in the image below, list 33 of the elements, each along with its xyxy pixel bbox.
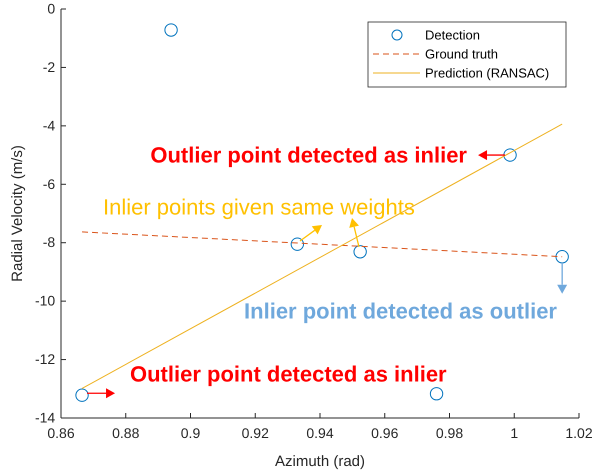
x-tick-label: 1.02 [565, 424, 593, 441]
legend-label: Prediction (RANSAC) [425, 66, 550, 81]
point [290, 238, 304, 251]
point [75, 388, 89, 402]
y-axis-title: Radial Velocity (m/s) [9, 145, 26, 282]
x-tick-label: 0.88 [112, 424, 140, 441]
point [430, 387, 444, 400]
x-tick-label: 0.98 [436, 424, 464, 441]
point [503, 148, 517, 162]
legend-label: Detection [425, 28, 480, 43]
y-tick-label: -10 [34, 292, 56, 309]
x-tick-label: 0.86 [47, 424, 75, 441]
point [164, 23, 178, 37]
y-tick-label: 0 [47, 0, 56, 16]
y-tick-label: -2 [42, 58, 56, 75]
y-tick-label: -6 [42, 176, 56, 192]
x-tick-label: 0.9 [180, 424, 200, 441]
y-tick-label: -12 [34, 351, 56, 368]
y-tick-label: -4 [42, 117, 56, 134]
legend-label: Ground truth [425, 46, 498, 62]
x-axis-title: Azimuth (rad) [274, 453, 366, 470]
y-tick-label: -14 [34, 409, 56, 426]
y-tick-label: -8 [42, 234, 56, 250]
annotation: Inlier points given same weights [103, 194, 415, 220]
x-tick-label: 0.94 [306, 424, 334, 441]
x-tick-label: 1 [510, 424, 518, 441]
x-tick-label: 0.92 [242, 424, 270, 441]
x-tick-label: 0.96 [371, 424, 399, 441]
point [353, 245, 367, 258]
point [555, 250, 569, 264]
annotation: Outlier point detected as inlier [130, 362, 448, 387]
annotation: Outlier point detected as inlier [150, 142, 468, 168]
annotation: Inlier point detected as outlier [244, 298, 558, 324]
